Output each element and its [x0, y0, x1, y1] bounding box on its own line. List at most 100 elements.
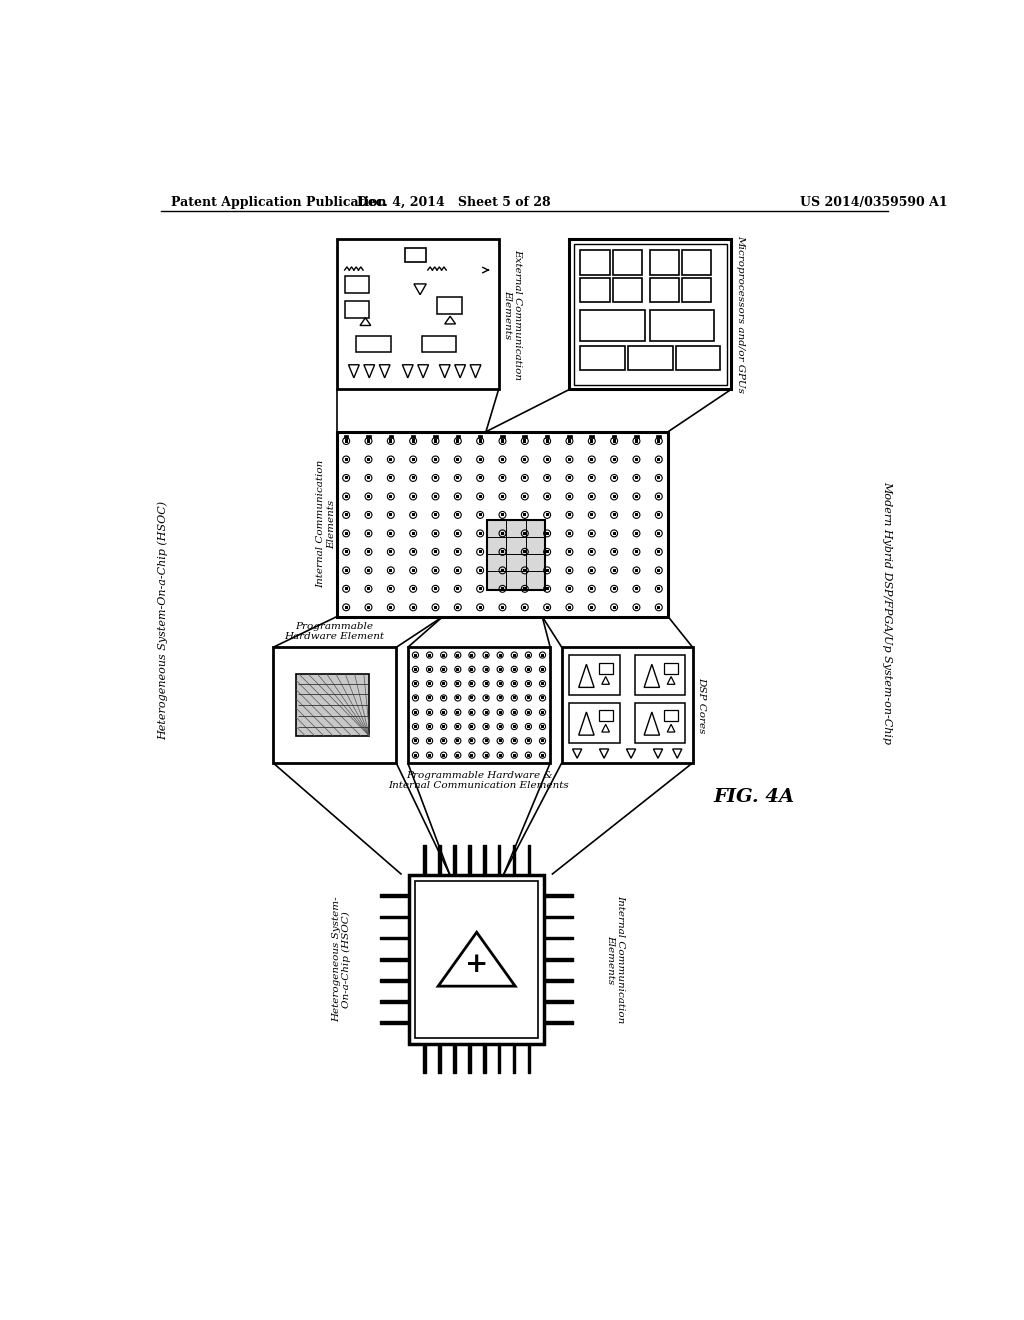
Bar [499, 710, 502, 714]
Bar [478, 458, 481, 461]
Bar [569, 655, 620, 696]
Bar [434, 440, 437, 442]
Bar [541, 697, 544, 700]
Bar [501, 606, 504, 609]
Bar [527, 697, 530, 700]
Bar [389, 606, 392, 609]
Bar [635, 495, 638, 498]
Bar [412, 440, 415, 442]
Bar [599, 710, 612, 721]
Bar [665, 663, 678, 673]
Bar [657, 550, 660, 553]
Bar [634, 434, 639, 438]
Bar [513, 668, 516, 671]
Bar [414, 739, 417, 742]
Bar [389, 477, 392, 479]
Text: Programmable
Hardware Element: Programmable Hardware Element [285, 622, 385, 642]
Bar [523, 606, 526, 609]
Bar [478, 532, 481, 535]
Bar [501, 587, 504, 590]
Bar [657, 606, 660, 609]
Bar [484, 739, 487, 742]
Bar [478, 587, 481, 590]
Bar [434, 495, 437, 498]
Bar [487, 520, 545, 590]
Bar [367, 569, 370, 572]
Polygon shape [414, 284, 426, 294]
Bar [389, 513, 392, 516]
Bar [541, 725, 544, 729]
Bar [527, 682, 530, 685]
Bar [457, 458, 460, 461]
Bar [657, 495, 660, 498]
Bar [404, 248, 426, 263]
Bar [501, 532, 504, 535]
Bar [568, 513, 571, 516]
Bar [612, 587, 615, 590]
Bar [635, 550, 638, 553]
Bar [389, 440, 392, 442]
Polygon shape [379, 364, 390, 378]
Bar [484, 710, 487, 714]
Bar [523, 513, 526, 516]
Bar [513, 653, 516, 656]
Bar [428, 682, 431, 685]
Polygon shape [644, 711, 659, 735]
Bar [590, 434, 594, 438]
Bar [356, 335, 391, 352]
Bar [457, 532, 460, 535]
Bar [428, 754, 431, 756]
Bar [657, 587, 660, 590]
Bar [428, 653, 431, 656]
Bar [657, 477, 660, 479]
Bar [499, 682, 502, 685]
Bar [590, 495, 593, 498]
Bar [345, 458, 348, 461]
Bar [484, 697, 487, 700]
Bar [568, 569, 571, 572]
Bar [412, 569, 415, 572]
Text: Microprocessors and/or GPUs: Microprocessors and/or GPUs [736, 235, 744, 393]
Bar [581, 310, 645, 341]
Bar [499, 725, 502, 729]
Bar [523, 550, 526, 553]
Bar [345, 606, 348, 609]
Bar [428, 739, 431, 742]
Bar [568, 477, 571, 479]
Bar [478, 569, 481, 572]
Bar [457, 653, 460, 656]
Bar [478, 477, 481, 479]
Bar [470, 697, 473, 700]
Bar [414, 653, 417, 656]
Bar [541, 754, 544, 756]
Text: FIG. 4A: FIG. 4A [714, 788, 795, 807]
Polygon shape [572, 748, 582, 758]
Bar [457, 550, 460, 553]
Bar [612, 249, 642, 275]
Text: Internal Communication
Elements: Internal Communication Elements [316, 461, 336, 589]
Bar [457, 440, 460, 442]
Bar [345, 495, 348, 498]
Polygon shape [579, 711, 594, 735]
Bar [568, 458, 571, 461]
Bar [656, 434, 662, 438]
Bar [568, 532, 571, 535]
Bar [513, 682, 516, 685]
Bar [612, 513, 615, 516]
Bar [411, 434, 416, 438]
Bar [541, 653, 544, 656]
Bar [470, 710, 473, 714]
Text: Modern Hybrid DSP/FPGA/Up System-on-Chip: Modern Hybrid DSP/FPGA/Up System-on-Chip [882, 482, 892, 744]
Bar [574, 244, 727, 385]
Bar [478, 440, 481, 442]
Bar [344, 434, 348, 438]
Bar [568, 587, 571, 590]
Bar [541, 739, 544, 742]
Bar [546, 550, 549, 553]
Bar [568, 495, 571, 498]
Bar [367, 550, 370, 553]
Bar [590, 569, 593, 572]
Bar [416, 880, 538, 1038]
Bar [345, 276, 370, 293]
Bar [635, 477, 638, 479]
